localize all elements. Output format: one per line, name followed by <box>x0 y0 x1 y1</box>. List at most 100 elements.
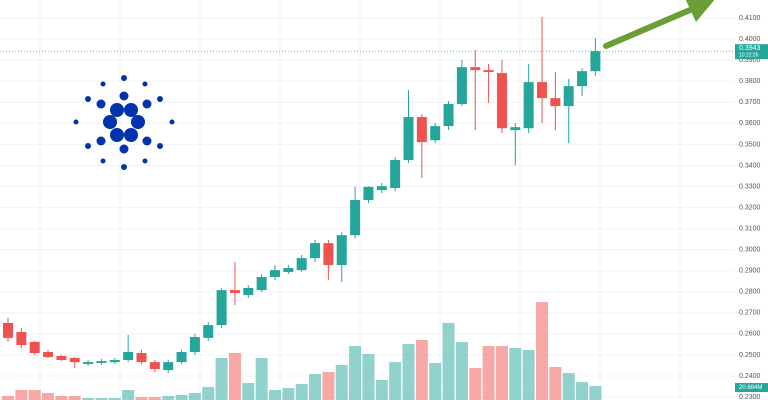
candle-body <box>176 352 187 363</box>
candle-body <box>563 86 574 107</box>
volume-bar <box>442 322 455 400</box>
y-tick-label: 0.3400 <box>739 162 761 169</box>
volume-bar <box>402 343 415 400</box>
volume-bar <box>28 390 41 400</box>
volume-bar <box>455 342 468 400</box>
y-tick-label: 0.2800 <box>739 289 761 296</box>
volume-bar <box>135 397 148 400</box>
candle-body <box>136 353 147 363</box>
volume-bar <box>576 382 589 400</box>
volume-bar <box>482 346 495 400</box>
candle-body <box>470 67 481 71</box>
candle-body <box>323 243 334 266</box>
candle-body <box>523 82 534 129</box>
volume-bar <box>362 353 375 400</box>
volume-bar <box>549 367 562 400</box>
candle-body <box>3 322 13 338</box>
last-price-box <box>735 44 768 60</box>
volume-bar <box>148 397 161 400</box>
countdown-label: 10:22:26 <box>739 52 759 58</box>
y-tick-label: 0.3100 <box>739 225 761 232</box>
volume-bar <box>562 372 575 400</box>
volume-bar <box>509 347 522 400</box>
volume-bar <box>202 387 215 400</box>
y-tick-label: 0.3900 <box>739 57 761 64</box>
candle-body <box>83 362 94 364</box>
volume-bar <box>389 362 402 400</box>
candle-body <box>363 186 374 200</box>
candle-body <box>310 243 321 259</box>
y-tick-label: 0.3700 <box>739 99 761 106</box>
candle-body <box>96 361 107 363</box>
volume-bar <box>255 357 268 400</box>
y-tick-label: 0.3600 <box>739 120 761 127</box>
volume-bar <box>429 362 442 400</box>
candle-body <box>243 288 254 295</box>
volume-bar <box>188 392 201 400</box>
candle-body <box>483 70 494 72</box>
candle-body <box>296 258 307 271</box>
candle-body <box>283 268 294 272</box>
candle-body <box>403 117 414 160</box>
volume-bar <box>282 387 295 400</box>
candle-body <box>416 117 427 143</box>
y-tick-label: 0.2300 <box>739 394 761 400</box>
volume-bar <box>228 352 241 400</box>
volume-bar <box>55 396 68 400</box>
volume-bar <box>589 386 602 400</box>
candle-body <box>29 341 40 354</box>
volume-bar <box>335 365 348 400</box>
candle-body <box>69 357 80 363</box>
candle-body <box>456 67 467 104</box>
volume-bar <box>536 302 548 400</box>
volume-bar <box>122 390 135 400</box>
candle-body <box>189 337 200 352</box>
volume-bar <box>215 357 228 400</box>
candle-body <box>336 235 347 266</box>
candle-body <box>376 186 387 191</box>
candle-body <box>270 270 280 278</box>
y-tick-label: 0.4000 <box>739 36 761 43</box>
y-tick-label: 0.3800 <box>739 78 761 85</box>
volume-bar <box>242 382 255 400</box>
y-tick-label: 0.2700 <box>739 310 761 317</box>
candle-body <box>496 73 507 129</box>
y-tick-label: 0.3500 <box>739 141 761 148</box>
volume-bar <box>415 340 428 400</box>
y-tick-label: 0.2900 <box>739 268 761 275</box>
y-tick-label: 0.3200 <box>739 204 761 211</box>
volume-bar <box>375 380 388 400</box>
candle-body <box>203 325 214 338</box>
candle-body <box>216 290 227 326</box>
volume-bar <box>162 396 175 400</box>
volume-bar <box>68 396 81 400</box>
price-axis: 0.2300 0.2400 0.2500 0.2600 0.2700 0.2800 0.29… <box>735 0 768 400</box>
candle-body <box>537 82 547 99</box>
volume-bar <box>295 383 308 400</box>
volume-bar <box>469 367 482 400</box>
y-tick-label: 0.3000 <box>739 247 761 254</box>
candle-body <box>149 362 160 370</box>
axis-background <box>735 0 768 400</box>
volume-bar <box>522 350 535 400</box>
y-tick-label: 0.3300 <box>739 183 761 190</box>
volume-bar <box>42 392 55 400</box>
candle-body <box>390 160 401 188</box>
volume-label: 20.684M <box>739 385 762 391</box>
volume-bar <box>175 395 188 400</box>
y-tick-label: 0.4100 <box>739 15 761 22</box>
y-tick-label: 0.2400 <box>739 373 761 380</box>
volume-bar <box>495 346 508 400</box>
volume-bar <box>309 373 322 400</box>
candle-body <box>123 352 134 360</box>
volume-bar <box>95 397 108 400</box>
candle-body <box>577 71 588 87</box>
candle-body <box>256 277 267 291</box>
candle-body <box>109 360 120 363</box>
candle-body <box>430 126 441 141</box>
y-tick-label: 0.2600 <box>739 331 761 338</box>
volume-bar <box>349 346 362 400</box>
candle-body <box>550 98 561 107</box>
candle-body <box>443 104 454 127</box>
